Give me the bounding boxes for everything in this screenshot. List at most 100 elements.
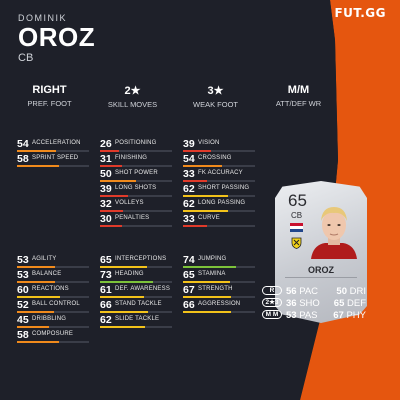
player-position: CB bbox=[18, 52, 34, 64]
stat-label: FINISHING bbox=[115, 155, 148, 161]
stat-label: STAND TACKLE bbox=[115, 301, 162, 307]
stat-bar-fill bbox=[17, 295, 61, 298]
stat-bar-fill bbox=[183, 280, 230, 283]
stat-bar-track bbox=[183, 295, 255, 298]
stat-row: 50 SHOT POWER bbox=[100, 168, 176, 183]
info-value: RIGHT bbox=[32, 84, 67, 96]
card-divider bbox=[285, 277, 357, 278]
stat-group-physical: 74 JUMPING 65 STAMINA 67 STRENGTH 66 AGGRESSION bbox=[183, 254, 259, 314]
stat-bar-track bbox=[100, 164, 172, 167]
stat-bar-track bbox=[183, 224, 255, 227]
stat-value: 33 bbox=[183, 168, 195, 180]
stat-label: DEF. AWARENESS bbox=[115, 286, 171, 292]
stat-label: VISION bbox=[198, 140, 220, 146]
stat-value: 26 bbox=[100, 138, 112, 150]
stat-bar-fill bbox=[100, 149, 119, 152]
stat-value: 30 bbox=[100, 213, 112, 225]
stat-row: 58 COMPOSURE bbox=[17, 329, 93, 344]
stat-bar-track bbox=[100, 295, 172, 298]
brand-logo[interactable]: FUT.GG bbox=[334, 6, 386, 20]
stat-bar-fill bbox=[17, 149, 56, 152]
stat-bar-track bbox=[17, 265, 89, 268]
stat-row: 26 POSITIONING bbox=[100, 138, 176, 153]
stat-bar-fill bbox=[100, 194, 129, 197]
stat-bar-fill bbox=[183, 149, 212, 152]
badge-skill-weak: 2★3 bbox=[262, 298, 282, 307]
stat-row: 31 FINISHING bbox=[100, 153, 176, 168]
stat-value: 74 bbox=[183, 254, 195, 266]
card-badges: R 2★3 M M bbox=[262, 286, 282, 322]
stat-row: 73 HEADING bbox=[100, 269, 176, 284]
stat-bar-track bbox=[17, 280, 89, 283]
stat-label: BALL CONTROL bbox=[32, 301, 80, 307]
stat-bar-track bbox=[17, 325, 89, 328]
stat-value: 53 bbox=[17, 254, 29, 266]
stat-bar-fill bbox=[17, 164, 59, 167]
stat-bar-fill bbox=[183, 265, 237, 268]
stat-row: 39 LONG SHOTS bbox=[100, 183, 176, 198]
stat-bar-fill bbox=[100, 224, 122, 227]
stat-row: 33 CURVE bbox=[183, 213, 259, 228]
stat-label: HEADING bbox=[115, 271, 144, 277]
stat-bar-fill bbox=[100, 310, 148, 313]
stat-row: 54 CROSSING bbox=[183, 153, 259, 168]
stat-value: 65 bbox=[183, 269, 195, 281]
player-header: DOMINIK OROZ CB bbox=[18, 13, 95, 64]
stat-value: 66 bbox=[183, 299, 195, 311]
info-label: SKILL MOVES bbox=[107, 100, 158, 109]
stat-bar-track bbox=[100, 280, 172, 283]
stat-value: 61 bbox=[100, 284, 112, 296]
stat-value: 62 bbox=[183, 198, 195, 210]
info-value: M/M bbox=[287, 84, 310, 96]
stat-group-dribbling: 53 AGILITY 53 BALANCE 60 REACTIONS 52 BALL CONT… bbox=[17, 254, 93, 344]
stat-value: 52 bbox=[17, 299, 29, 311]
info-work-rates: M/M ATT/DEF WR bbox=[257, 84, 340, 109]
stat-bar-track bbox=[183, 164, 255, 167]
stat-bar-track bbox=[100, 209, 172, 212]
stat-label: INTERCEPTIONS bbox=[115, 256, 167, 262]
player-first-name: DOMINIK bbox=[18, 13, 68, 23]
stat-row: 53 BALANCE bbox=[17, 269, 93, 284]
info-label: WEAK FOOT bbox=[193, 100, 238, 109]
stat-bar-track bbox=[17, 340, 89, 343]
badge-pref-foot: R bbox=[262, 286, 282, 295]
stat-label: AGILITY bbox=[32, 256, 57, 262]
info-skill-moves: 2★ SKILL MOVES bbox=[91, 84, 174, 109]
stat-label: STRENGTH bbox=[198, 286, 233, 292]
stat-bar-track bbox=[183, 310, 255, 313]
stat-row: 61 DEF. AWARENESS bbox=[100, 284, 176, 299]
stat-bar-track bbox=[100, 194, 172, 197]
stat-bar-track bbox=[17, 310, 89, 313]
stat-bar-track bbox=[183, 280, 255, 283]
stat-bar-fill bbox=[100, 265, 147, 268]
stat-row: 62 SLIDE TACKLE bbox=[100, 314, 176, 329]
stat-value: 62 bbox=[183, 183, 195, 195]
stat-bar-fill bbox=[183, 209, 228, 212]
stat-label: VOLLEYS bbox=[115, 200, 144, 206]
stat-value: 39 bbox=[100, 183, 112, 195]
player-portrait-icon bbox=[311, 207, 357, 259]
stat-bar-track bbox=[17, 164, 89, 167]
card-stat-row: 36 SHO 65 DEF bbox=[286, 298, 366, 309]
stat-row: 66 AGGRESSION bbox=[183, 299, 259, 314]
stat-bar-fill bbox=[183, 179, 207, 182]
stat-value: 65 bbox=[100, 254, 112, 266]
club-crest-icon bbox=[291, 237, 302, 249]
stat-label: SLIDE TACKLE bbox=[115, 316, 160, 322]
stat-bar-track bbox=[100, 310, 172, 313]
badge-work-rate: M M bbox=[262, 310, 282, 319]
stat-value: 53 bbox=[17, 269, 29, 281]
stat-bar-fill bbox=[100, 209, 124, 212]
stat-bar-fill bbox=[100, 179, 136, 182]
stat-group-defending: 65 INTERCEPTIONS 73 HEADING 61 DEF. AWARENESS… bbox=[100, 254, 176, 329]
stat-bar-track bbox=[100, 179, 172, 182]
player-card[interactable]: 65 CB OROZ bbox=[275, 181, 367, 323]
stat-label: SHORT PASSING bbox=[198, 185, 250, 191]
stat-bar-track bbox=[100, 265, 172, 268]
stat-value: 54 bbox=[17, 138, 29, 150]
stat-label: REACTIONS bbox=[32, 286, 69, 292]
stat-row: 39 VISION bbox=[183, 138, 259, 153]
stat-bar-track bbox=[183, 265, 255, 268]
stat-bar-fill bbox=[100, 325, 145, 328]
stat-bar-fill bbox=[17, 325, 50, 328]
